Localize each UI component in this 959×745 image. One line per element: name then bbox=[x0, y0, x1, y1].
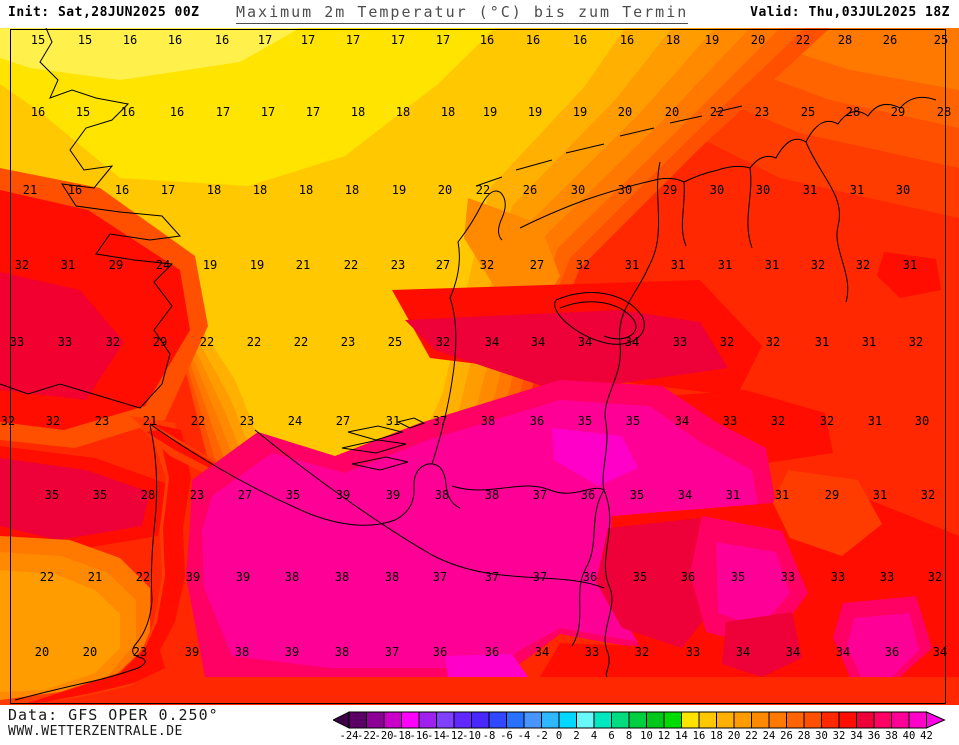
legend-tick-label: 32 bbox=[833, 730, 846, 741]
legend-cell bbox=[541, 711, 560, 729]
legend-cell bbox=[523, 711, 542, 729]
legend-cell bbox=[716, 711, 735, 729]
legend-tick-label: 16 bbox=[693, 730, 706, 741]
footer: Data: GFS OPER 0.250° WWW.WETTERZENTRALE… bbox=[0, 705, 959, 742]
valid-timestamp: Valid: Thu,03JUL2025 18Z bbox=[750, 5, 950, 20]
legend-cell bbox=[663, 711, 682, 729]
legend-tick-label: 18 bbox=[710, 730, 723, 741]
legend-tick-label: 36 bbox=[868, 730, 881, 741]
map-graphic-svg bbox=[0, 28, 959, 705]
legend-cell bbox=[646, 711, 665, 729]
legend-cell bbox=[366, 711, 385, 729]
legend-cell bbox=[383, 711, 402, 729]
legend-cell bbox=[698, 711, 717, 729]
color-scale-legend: -24 -22 -20 -18 -16 -14 -12 -10 -8 -6 -4 -2 0 2 4 6 8 10 1… bbox=[331, 711, 953, 742]
legend-tick-label: 24 bbox=[763, 730, 776, 741]
legend-tick-label: -10 bbox=[462, 730, 481, 741]
legend-tick-label: 26 bbox=[780, 730, 793, 741]
legend-tick-label: 12 bbox=[658, 730, 671, 741]
legend-tick-label: 0 bbox=[556, 730, 562, 741]
legend-cell bbox=[348, 711, 367, 729]
legend-tick-label: 22 bbox=[745, 730, 758, 741]
legend-cell bbox=[593, 711, 612, 729]
legend-cell bbox=[768, 711, 787, 729]
legend-cell bbox=[891, 711, 910, 729]
coastlines bbox=[0, 28, 937, 701]
legend-cell bbox=[821, 711, 840, 729]
legend-tick-label: 30 bbox=[815, 730, 828, 741]
legend-cell bbox=[558, 711, 577, 729]
legend-cell bbox=[418, 711, 437, 729]
legend-cell bbox=[506, 711, 525, 729]
legend-cell bbox=[488, 711, 507, 729]
map-frame bbox=[10, 29, 946, 704]
map-title: Maximum 2m Temperatur (°C) bis zum Termi… bbox=[236, 3, 689, 24]
legend-tick-label: -4 bbox=[518, 730, 531, 741]
legend-tick-label: -12 bbox=[445, 730, 464, 741]
legend-cell bbox=[681, 711, 700, 729]
legend-tick-label: -24 bbox=[340, 730, 359, 741]
init-timestamp: Init: Sat,28JUN2025 00Z bbox=[8, 5, 200, 20]
legend-tick-label: -22 bbox=[357, 730, 376, 741]
legend-tick-label: 40 bbox=[903, 730, 916, 741]
website-label: WWW.WETTERZENTRALE.DE bbox=[8, 724, 183, 739]
legend-tick-label: 6 bbox=[608, 730, 614, 741]
legend-cell bbox=[436, 711, 455, 729]
data-source-label: Data: GFS OPER 0.250° bbox=[8, 706, 219, 724]
legend-svg: -24-22-20-18-16-14-12-10 -8 -6 -4 -2 0 2 4 6 8 10 1… bbox=[331, 711, 946, 742]
legend-tick-label: -18 bbox=[392, 730, 411, 741]
legend-cell bbox=[401, 711, 420, 729]
legend-cell bbox=[803, 711, 822, 729]
legend-tick-label: 4 bbox=[591, 730, 597, 741]
legend-cell bbox=[751, 711, 770, 729]
legend-cell bbox=[611, 711, 630, 729]
legend-tick-label: 38 bbox=[885, 730, 898, 741]
legend-tick-label: 8 bbox=[626, 730, 632, 741]
legend-tick-label: -16 bbox=[410, 730, 429, 741]
legend-cell bbox=[873, 711, 892, 729]
legend-cell bbox=[856, 711, 875, 729]
legend-arrow-left-icon bbox=[331, 711, 350, 729]
legend-cell bbox=[838, 711, 857, 729]
legend-arrow-right-icon bbox=[926, 711, 946, 729]
legend-tick-label: -20 bbox=[375, 730, 394, 741]
legend-tick-label: 2 bbox=[573, 730, 579, 741]
legend-tick-label: 10 bbox=[640, 730, 653, 741]
legend-tick-label: -2 bbox=[535, 730, 548, 741]
legend-cell bbox=[471, 711, 490, 729]
legend-tick-label: 14 bbox=[675, 730, 688, 741]
legend-tick-label: 20 bbox=[728, 730, 741, 741]
legend-tick-label: 34 bbox=[850, 730, 863, 741]
legend-cell bbox=[786, 711, 805, 729]
legend-cell bbox=[733, 711, 752, 729]
legend-tick-label: 42 bbox=[920, 730, 933, 741]
legend-cell bbox=[576, 711, 595, 729]
legend-tick-label: -6 bbox=[500, 730, 513, 741]
legend-cell bbox=[453, 711, 472, 729]
legend-cell bbox=[628, 711, 647, 729]
legend-tick-label: -8 bbox=[483, 730, 496, 741]
header: Init: Sat,28JUN2025 00Z Maximum 2m Tempe… bbox=[0, 0, 959, 28]
legend-cell bbox=[908, 711, 927, 729]
legend-tick-label: -14 bbox=[427, 730, 446, 741]
legend-tick-label: 28 bbox=[798, 730, 811, 741]
weather-map bbox=[0, 28, 959, 705]
